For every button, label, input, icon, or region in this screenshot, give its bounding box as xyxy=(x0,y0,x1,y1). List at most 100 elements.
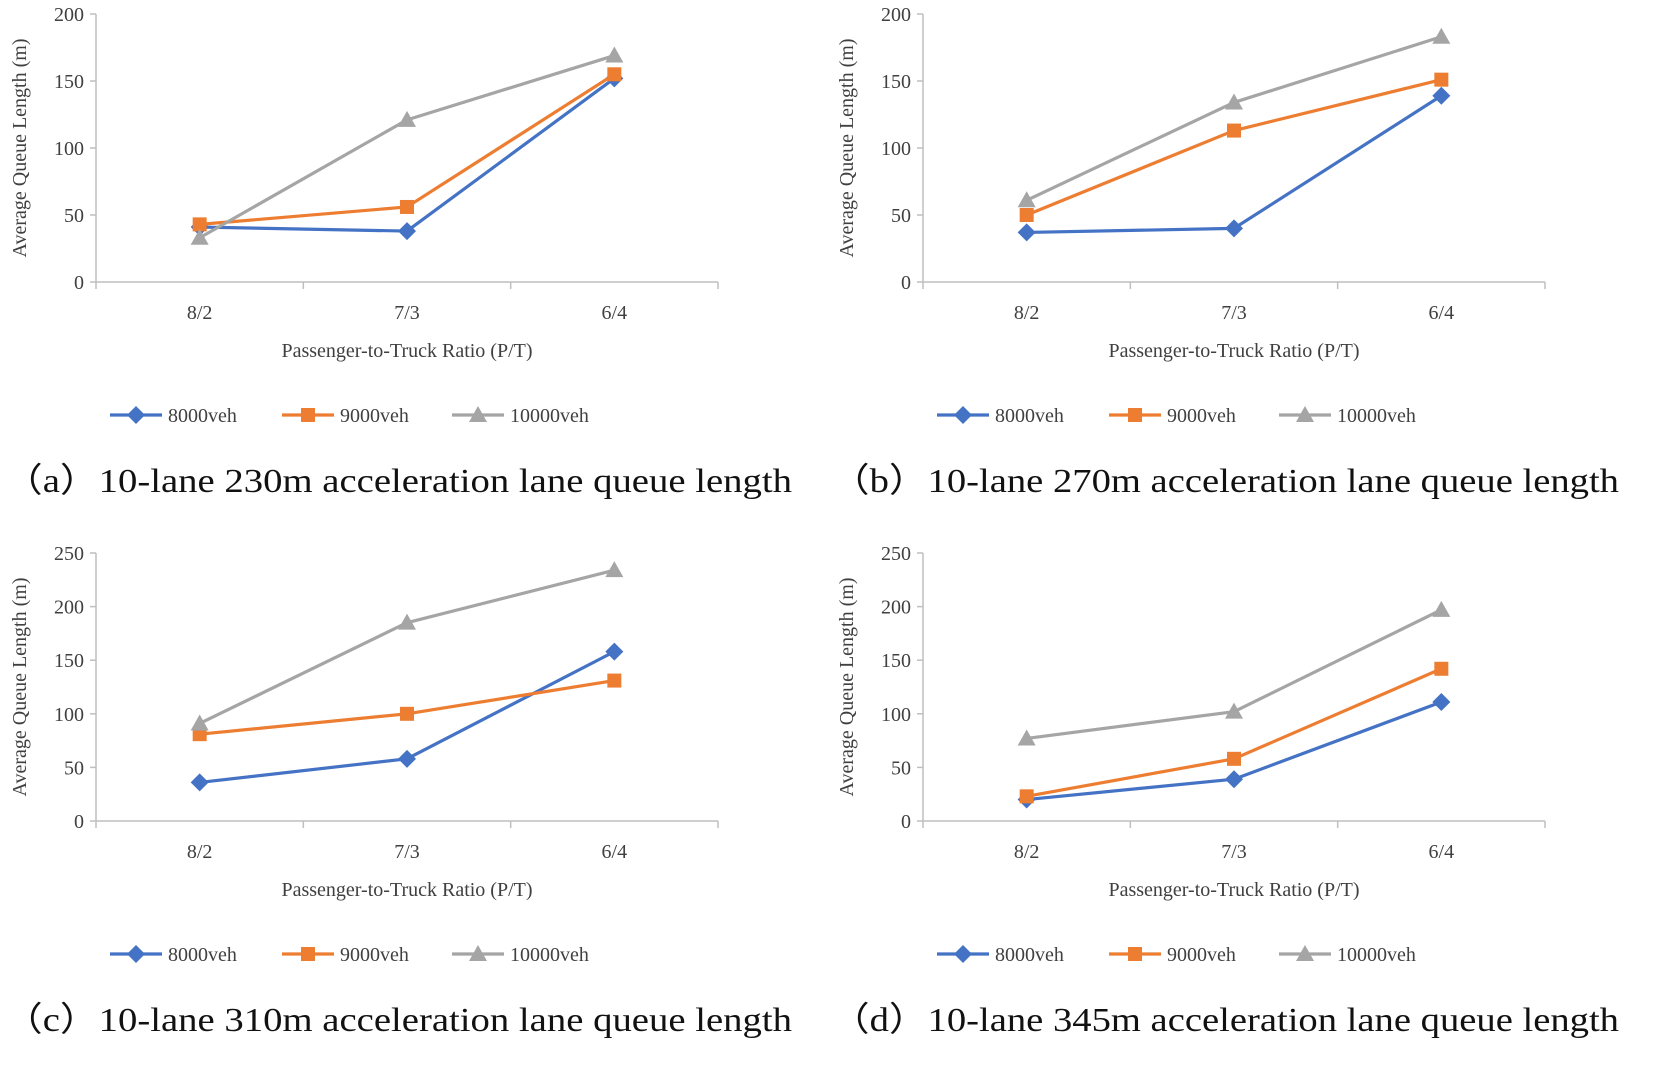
series-9000veh xyxy=(192,67,622,232)
legend-label-8000veh: 8000veh xyxy=(168,405,237,427)
legend: 8000veh 9000veh 10000veh xyxy=(937,405,1416,427)
y-tick-label: 150 xyxy=(54,71,84,93)
data-point-10000veh xyxy=(1432,27,1451,44)
data-point-10000veh xyxy=(1432,600,1451,617)
data-point-8000veh xyxy=(1225,770,1243,789)
line-chart-c: 0 50 100 150 200 250 8/2 7/3 6/4 Passenger-to-Tru… xyxy=(4,543,792,1039)
data-point-10000veh xyxy=(1017,191,1036,208)
y-tick-label: 50 xyxy=(64,757,84,779)
legend-label-10000veh: 10000veh xyxy=(510,405,589,427)
y-tick-label: 50 xyxy=(891,757,911,779)
legend: 8000veh 9000veh 10000veh xyxy=(110,405,589,427)
y-tick-label: 200 xyxy=(881,4,911,26)
chart-caption: （c）10-lane 310m acceleration lane queue … xyxy=(4,1001,792,1039)
chart-panel-d: 0 50 100 150 200 250 8/2 7/3 6/4 Passenger-to-Tru… xyxy=(827,539,1654,1078)
legend-label-10000veh: 10000veh xyxy=(510,944,589,966)
chart-caption: （a）10-lane 230m acceleration lane queue … xyxy=(4,462,792,500)
chart-caption: （b）10-lane 270m acceleration lane queue … xyxy=(831,462,1619,500)
series-10000veh xyxy=(1017,27,1451,208)
legend-label-8000veh: 8000veh xyxy=(995,405,1064,427)
data-point-10000veh xyxy=(1225,702,1243,719)
legend-label-10000veh: 10000veh xyxy=(1337,405,1416,427)
x-tick-label: 6/4 xyxy=(1429,302,1455,324)
data-point-9000veh xyxy=(1227,123,1241,138)
x-tick-label: 6/4 xyxy=(602,841,628,863)
x-tick-label: 6/4 xyxy=(1429,841,1455,863)
legend-marker-8000veh xyxy=(954,406,972,424)
data-point-8000veh xyxy=(605,642,624,661)
data-point-9000veh xyxy=(192,217,207,232)
chart-panel-a: 0 50 100 150 200 8/2 7/3 6/4 Passenger-to-Truck … xyxy=(0,0,827,539)
x-tick-label: 8/2 xyxy=(1014,841,1040,863)
legend-marker-8000veh xyxy=(127,945,145,963)
series-8000veh xyxy=(1017,86,1451,242)
series-line-10000veh xyxy=(1026,608,1443,741)
data-point-10000veh xyxy=(398,613,416,630)
legend-marker-9000veh xyxy=(301,408,315,422)
series-10000veh xyxy=(190,46,624,245)
y-tick-label: 100 xyxy=(54,138,84,160)
y-tick-label: 250 xyxy=(54,543,84,565)
legend: 8000veh 9000veh 10000veh xyxy=(937,944,1416,966)
y-tick-label: 0 xyxy=(901,811,911,833)
data-point-9000veh xyxy=(1019,789,1034,804)
legend-marker-10000veh xyxy=(1296,945,1314,961)
x-tick-label: 7/3 xyxy=(394,302,420,324)
y-tick-label: 200 xyxy=(881,597,911,619)
x-axis-title: Passenger-to-Truck Ratio (P/T) xyxy=(1108,340,1359,362)
series-8000veh xyxy=(190,69,624,241)
x-tick-label: 7/3 xyxy=(394,841,420,863)
data-point-10000veh xyxy=(190,228,209,245)
x-tick-label: 8/2 xyxy=(187,841,213,863)
data-point-10000veh xyxy=(190,714,209,731)
legend-label-8000veh: 8000veh xyxy=(995,944,1064,966)
x-axis-title: Passenger-to-Truck Ratio (P/T) xyxy=(281,340,532,362)
chart-caption: （d）10-lane 345m acceleration lane queue … xyxy=(831,1001,1619,1039)
data-point-9000veh xyxy=(400,199,414,214)
data-point-8000veh xyxy=(1225,219,1243,238)
legend-marker-10000veh xyxy=(469,406,487,422)
data-point-9000veh xyxy=(1434,72,1449,87)
data-point-9000veh xyxy=(1227,751,1241,766)
legend-marker-9000veh xyxy=(1128,408,1142,422)
y-tick-label: 100 xyxy=(881,704,911,726)
y-axis-title: Average Queue Length (m) xyxy=(9,39,31,258)
data-point-9000veh xyxy=(192,727,207,742)
y-axis-title: Average Queue Length (m) xyxy=(836,578,858,797)
series-10000veh xyxy=(190,561,624,731)
legend-label-9000veh: 9000veh xyxy=(340,405,409,427)
series-line-10000veh xyxy=(1025,35,1442,202)
x-axis-title: Passenger-to-Truck Ratio (P/T) xyxy=(1108,879,1359,901)
data-point-9000veh xyxy=(607,67,622,82)
series-8000veh xyxy=(190,642,624,792)
y-tick-label: 0 xyxy=(901,272,911,294)
legend-marker-10000veh xyxy=(469,945,487,961)
legend-label-9000veh: 9000veh xyxy=(340,944,409,966)
data-point-8000veh xyxy=(398,749,416,768)
y-tick-label: 150 xyxy=(881,650,911,672)
data-point-10000veh xyxy=(1225,93,1243,110)
legend-label-8000veh: 8000veh xyxy=(168,944,237,966)
series-line-8000veh xyxy=(1026,94,1443,235)
data-point-9000veh xyxy=(1434,661,1449,676)
chart-panel-c: 0 50 100 150 200 250 8/2 7/3 6/4 Passenger-to-Tru… xyxy=(0,539,827,1078)
data-point-10000veh xyxy=(398,110,416,127)
legend-label-9000veh: 9000veh xyxy=(1167,944,1236,966)
x-tick-label: 8/2 xyxy=(187,302,213,324)
data-point-8000veh xyxy=(1017,223,1036,242)
data-point-10000veh xyxy=(605,46,624,63)
legend: 8000veh 9000veh 10000veh xyxy=(110,944,589,966)
data-point-9000veh xyxy=(400,706,414,721)
y-tick-label: 50 xyxy=(64,205,84,227)
line-chart-b: 0 50 100 150 200 8/2 7/3 6/4 Passenger-to-Truck … xyxy=(831,4,1619,500)
x-tick-label: 7/3 xyxy=(1221,302,1247,324)
series-10000veh xyxy=(1017,600,1451,746)
legend-marker-8000veh xyxy=(127,406,145,424)
data-point-10000veh xyxy=(1017,729,1036,746)
line-chart-a: 0 50 100 150 200 8/2 7/3 6/4 Passenger-to-Truck … xyxy=(4,4,792,500)
series-9000veh xyxy=(1019,72,1449,222)
data-point-8000veh xyxy=(1432,86,1451,105)
legend-label-10000veh: 10000veh xyxy=(1337,944,1416,966)
data-point-10000veh xyxy=(605,561,624,578)
legend-label-9000veh: 9000veh xyxy=(1167,405,1236,427)
